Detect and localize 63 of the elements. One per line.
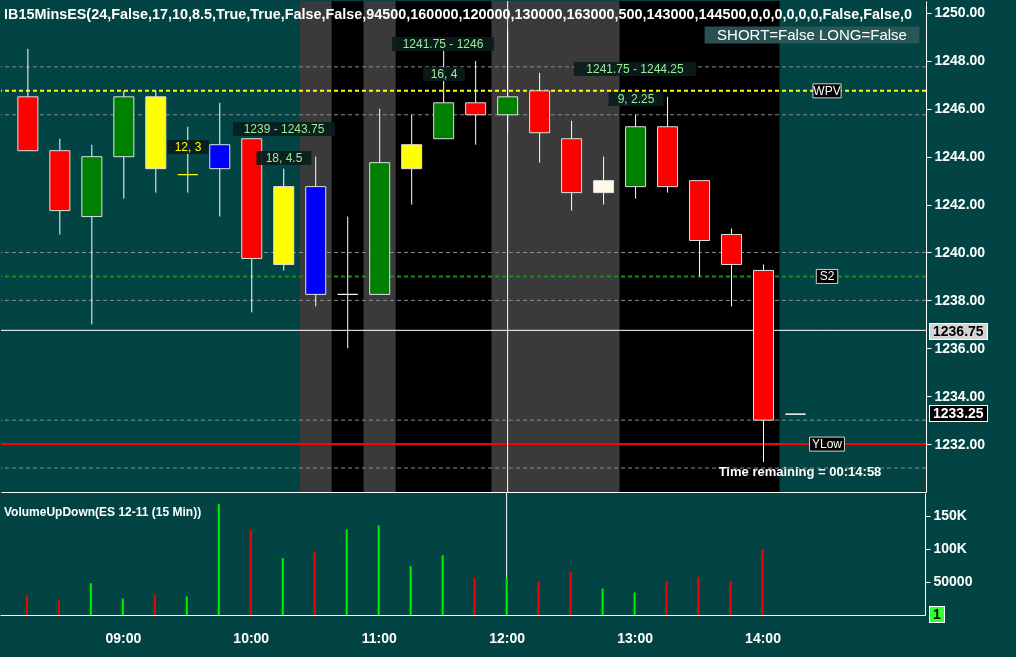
bar: [409, 565, 412, 615]
ref-line-label: WPV: [813, 83, 841, 98]
annotation: 1239 - 1243.75: [243, 122, 325, 136]
bar: [697, 577, 700, 615]
bar: [633, 592, 636, 615]
x-tick-label: 13:00: [617, 629, 654, 646]
bar: [505, 577, 508, 615]
y-tick-label: 150K: [933, 507, 967, 524]
annotation: Time remaining = 00:14:58: [718, 464, 882, 479]
annotation: SHORT=False LONG=False: [717, 26, 907, 43]
bar: [345, 529, 348, 615]
x-tick-label: 10:00: [233, 629, 270, 646]
y-tick-label: 100K: [933, 540, 967, 557]
annotation: 12, 3: [174, 140, 202, 154]
text: 1: [929, 606, 945, 623]
x-tick-label: 09:00: [105, 629, 142, 646]
y-tick-label: 1238.00: [934, 291, 986, 308]
bar: [473, 577, 476, 615]
bar: [185, 596, 188, 615]
annotation: 1241.75 - 1246: [402, 37, 484, 51]
y-tick-label: 1234.00: [934, 387, 986, 404]
bar: [25, 595, 28, 615]
bar: [281, 557, 284, 615]
y-tick-label: 1240.00: [934, 243, 986, 260]
ref-line-label: S2: [819, 269, 835, 284]
bar: [377, 525, 380, 615]
y-tick-label: 1246.00: [934, 100, 986, 117]
x-tick-label: 14:00: [745, 629, 782, 646]
y-tick-label: 1248.00: [934, 52, 986, 69]
bar: [665, 581, 668, 615]
text: VolumeUpDown(ES 12-11 (15 Min)): [4, 505, 202, 519]
y-tick-label: 1242.00: [934, 196, 986, 213]
ref-line-label: YLow: [812, 437, 843, 452]
candlestick: [593, 156, 615, 206]
bar: [313, 552, 316, 615]
bar: [89, 583, 92, 615]
bar: [121, 598, 124, 615]
candlestick: [209, 102, 231, 218]
text: 1233.25: [929, 405, 988, 422]
bar: [601, 588, 604, 615]
bar: [441, 555, 444, 615]
annotation: 18, 4.5: [265, 151, 303, 165]
candlestick: [401, 114, 423, 206]
bar: [729, 581, 732, 615]
x-tick-label: 12:00: [489, 629, 526, 646]
text: 1236.75: [929, 323, 988, 340]
y-tick-label: 1232.00: [934, 435, 986, 452]
annotation: 1241.75 - 1244.25: [586, 62, 685, 76]
y-tick-label: 1250.00: [934, 4, 986, 21]
bar: [217, 504, 220, 615]
candlestick: [465, 60, 487, 146]
bar: [569, 571, 572, 615]
x-tick-label: 11:00: [361, 629, 397, 646]
bar: [57, 600, 60, 615]
annotation: 9, 2.25: [617, 92, 655, 106]
bar: [249, 529, 252, 615]
bar: [761, 549, 764, 615]
annotation: 16, 4: [430, 67, 458, 81]
y-tick-label: 1236.00: [934, 339, 986, 356]
bar: [537, 581, 540, 615]
y-tick-label: 1244.00: [934, 148, 986, 165]
y-tick-label: 50000: [933, 573, 973, 590]
bar: [153, 594, 156, 615]
